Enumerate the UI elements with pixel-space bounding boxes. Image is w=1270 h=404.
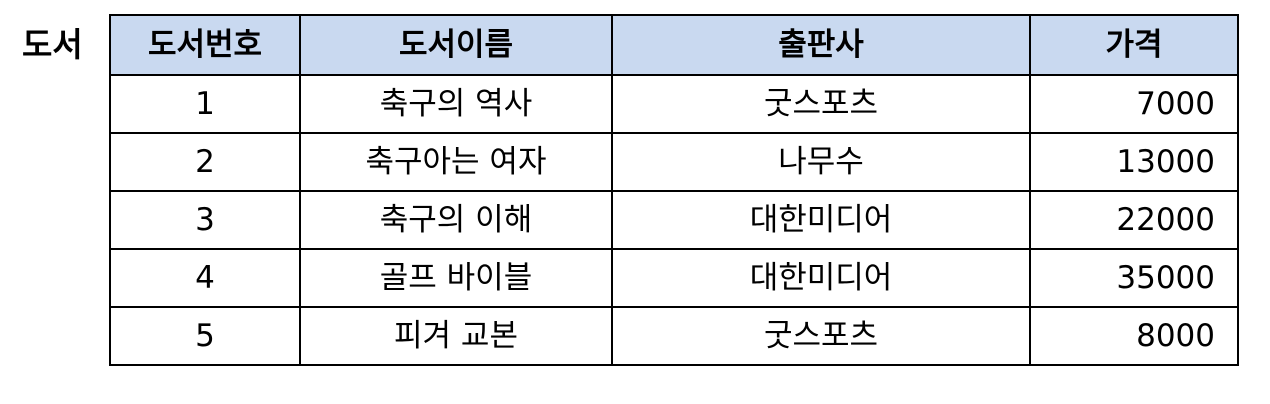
cell-book-name: 축구의 이해 bbox=[299, 190, 613, 250]
cell-book-name: 축구의 역사 bbox=[299, 74, 613, 134]
table-row: 5 피겨 교본 굿스포츠 8000 bbox=[109, 306, 1239, 366]
header-book-name: 도서이름 bbox=[299, 14, 613, 76]
header-price: 가격 bbox=[1029, 14, 1239, 76]
table-row: 2 축구아는 여자 나무수 13000 bbox=[109, 132, 1239, 192]
header-publisher: 출판사 bbox=[611, 14, 1031, 76]
cell-publisher: 굿스포츠 bbox=[611, 74, 1031, 134]
cell-publisher: 대한미디어 bbox=[611, 248, 1031, 308]
cell-price: 13000 bbox=[1029, 132, 1239, 192]
cell-book-name: 피겨 교본 bbox=[299, 306, 613, 366]
cell-book-id: 4 bbox=[109, 248, 301, 308]
header-row: 도서번호 도서이름 출판사 가격 bbox=[109, 14, 1239, 76]
header-book-id: 도서번호 bbox=[109, 14, 301, 76]
cell-book-name: 축구아는 여자 bbox=[299, 132, 613, 192]
cell-price: 8000 bbox=[1029, 306, 1239, 366]
cell-book-name: 골프 바이블 bbox=[299, 248, 613, 308]
table-row: 3 축구의 이해 대한미디어 22000 bbox=[109, 190, 1239, 250]
book-table: 도서번호 도서이름 출판사 가격 1 축구의 역사 굿스포츠 7000 2 축구… bbox=[109, 14, 1239, 366]
table-row: 4 골프 바이블 대한미디어 35000 bbox=[109, 248, 1239, 308]
cell-book-id: 5 bbox=[109, 306, 301, 366]
cell-price: 35000 bbox=[1029, 248, 1239, 308]
cell-book-id: 3 bbox=[109, 190, 301, 250]
table-title: 도서 bbox=[22, 25, 83, 64]
cell-publisher: 대한미디어 bbox=[611, 190, 1031, 250]
cell-publisher: 나무수 bbox=[611, 132, 1031, 192]
cell-book-id: 2 bbox=[109, 132, 301, 192]
cell-book-id: 1 bbox=[109, 74, 301, 134]
table-row: 1 축구의 역사 굿스포츠 7000 bbox=[109, 74, 1239, 134]
cell-price: 7000 bbox=[1029, 74, 1239, 134]
cell-publisher: 굿스포츠 bbox=[611, 306, 1031, 366]
cell-price: 22000 bbox=[1029, 190, 1239, 250]
